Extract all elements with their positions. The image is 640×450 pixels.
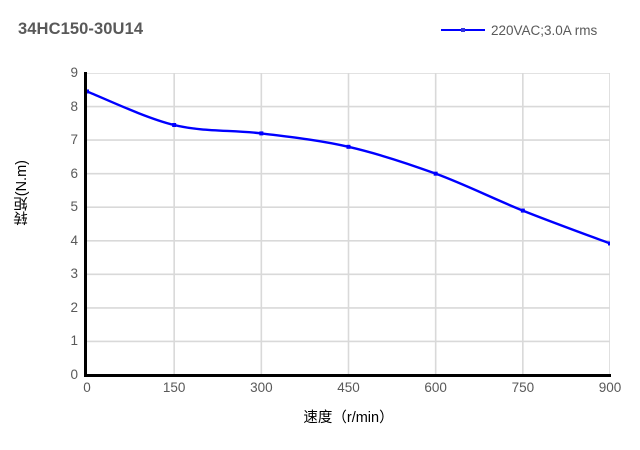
data-point-marker [87, 89, 89, 94]
x-tick-label: 0 [83, 380, 91, 395]
data-point-marker [259, 131, 264, 136]
x-tick-label: 600 [424, 380, 447, 395]
y-axis-title: 转矩(N.m) [14, 160, 30, 226]
grid-lines [87, 73, 610, 375]
legend-swatch-series-1 [441, 24, 485, 36]
y-tick-label: 4 [70, 232, 78, 248]
y-axis-tick-labels: 0 1 2 3 4 5 6 7 8 9 [52, 0, 78, 450]
x-tick-label: 150 [162, 380, 186, 395]
plot-svg [87, 73, 610, 375]
data-markers-group [87, 89, 610, 246]
y-tick-label: 5 [70, 199, 78, 215]
y-tick-label: 0 [70, 367, 78, 382]
data-point-marker [172, 123, 177, 128]
y-tick-label: 1 [70, 333, 78, 349]
data-point-marker [520, 208, 525, 213]
x-axis-tick-labels: 0 150 300 450 600 750 900 [0, 381, 640, 401]
data-point-marker [346, 144, 351, 149]
x-axis-line [84, 374, 611, 377]
chart-title: 34HC150-30U14 [18, 20, 144, 38]
y-tick-label: 3 [70, 266, 78, 282]
chart-legend: 220VAC;3.0A rms [441, 20, 597, 40]
y-tick-label: 8 [70, 98, 78, 114]
x-axis-title: 速度（r/min） [303, 410, 394, 426]
legend-marker-icon [461, 28, 465, 32]
plot-area [87, 73, 610, 375]
legend-label-series-1: 220VAC;3.0A rms [491, 22, 598, 38]
x-tick-label: 300 [250, 380, 273, 395]
y-axis-line [84, 72, 87, 377]
y-tick-label: 7 [70, 132, 78, 148]
data-point-marker [433, 171, 438, 176]
x-tick-label: 450 [337, 380, 360, 395]
x-tick-label: 900 [598, 380, 622, 395]
x-tick-label: 750 [511, 380, 535, 395]
data-point-marker [608, 241, 610, 246]
y-tick-label: 9 [70, 65, 78, 80]
y-tick-label: 6 [70, 165, 78, 181]
y-tick-label: 2 [70, 299, 78, 315]
